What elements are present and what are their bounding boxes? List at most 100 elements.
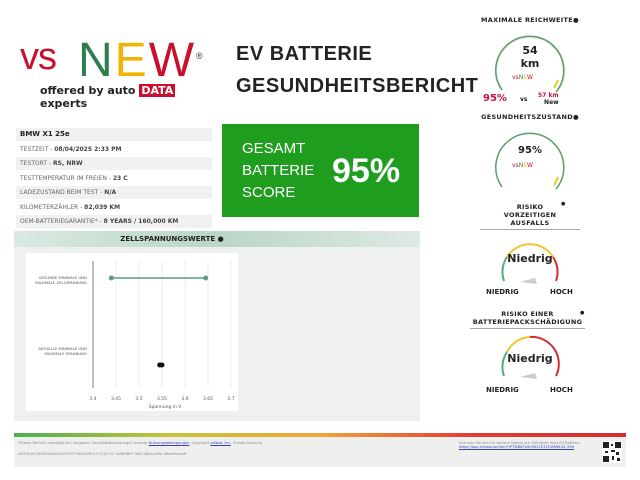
- logo-letter: E: [114, 34, 149, 87]
- risk-failure-gauge: [501, 243, 559, 284]
- info-icon[interactable]: ●: [561, 201, 566, 207]
- info-row: OEM-BATTERIEGARANTIE* - 8 YEARS / 160,00…: [16, 215, 212, 228]
- risk-pack-value: Niedrig: [507, 352, 553, 365]
- private-text: . Private Nutzung: [230, 441, 263, 445]
- title-line2: GESUNDHEITSBERICHT: [236, 75, 479, 97]
- title-line: RISIKO EINER: [501, 310, 554, 318]
- disclaimer-text: *Dieser Bericht unterliegt den Vorgaben …: [18, 441, 148, 445]
- disclaimer: *Dieser Bericht unterliegt den Vorgaben …: [18, 441, 262, 445]
- title-line: BATTERIEPACKSCHÄDIGUNG: [472, 318, 583, 326]
- tagline-pre: offered by auto: [40, 84, 136, 97]
- low-label: NIEDRIG: [486, 386, 519, 394]
- report-url[interactable]: https://app.vsnew.com/en/?!PT-BB67A90505…: [459, 445, 575, 449]
- title-line1: EV BATTERIE: [236, 43, 373, 65]
- mini-logo: vsNEW: [512, 162, 533, 169]
- risk-failure-value: Niedrig: [507, 252, 553, 265]
- info-label: TESTZEIT -: [20, 145, 55, 153]
- category-label: GESUNDE MINIMALE UND: [39, 275, 87, 280]
- score-label-line: GESAMT: [242, 140, 306, 157]
- cell-voltage-panel: ZELLSPANNUNGSWERTE ● 3.4 3.45 3.5 3.55 3.6 3.…: [14, 231, 420, 421]
- x-tick-label: 3.6: [181, 396, 188, 402]
- mini-logo: vsNEW: [512, 74, 533, 81]
- info-row: KILOMETERZÄHLER - 82,039 KM: [16, 201, 212, 214]
- score-label: GESAMT BATTERIE SCORE: [242, 138, 314, 204]
- risk-failure-title: RISIKO VORZEITIGEN AUSFALLS: [480, 203, 580, 230]
- info-label: TESTTEMPERATUR IM FREIEN -: [20, 174, 113, 182]
- info-icon[interactable]: ●: [572, 16, 579, 24]
- range-title-text: MAXIMALE REICHWEITE: [481, 16, 573, 24]
- needle-icon: [520, 278, 537, 284]
- x-tick-label: 3.65: [203, 396, 213, 402]
- info-icon[interactable]: ●: [580, 310, 585, 316]
- x-tick-label: 3.45: [111, 396, 121, 402]
- scan-text: Scannen Sie den für weitere Details zur …: [459, 441, 580, 445]
- overall-score-box: GESAMT BATTERIE SCORE 95%: [222, 124, 419, 217]
- info-label: TESTORT -: [20, 160, 54, 167]
- scan-block: Scannen Sie den für weitere Details zur …: [459, 441, 594, 449]
- chart-title-text: ZELLSPANNUNGSWERTE: [120, 235, 216, 243]
- new-range: 57 km New: [538, 92, 559, 106]
- range-gauge: [494, 35, 566, 93]
- tagline-post: experts: [40, 97, 88, 110]
- score-label-line: SCORE: [242, 184, 296, 201]
- risk-pack-gauge: [501, 335, 560, 379]
- copyright-text: . Copyright: [189, 441, 210, 445]
- info-value: 23 C: [112, 174, 128, 182]
- high-label: HOCH: [550, 288, 573, 296]
- new-range-label: New: [544, 99, 559, 106]
- logo-letter: N: [78, 34, 115, 87]
- x-tick-label: 3.4: [89, 396, 96, 402]
- info-value: 8 YEARS / 160,000 KM: [103, 218, 179, 225]
- vehicle-name: BMW X1 25e: [16, 128, 212, 141]
- terms-link[interactable]: Nutzungsbedingungen: [148, 441, 190, 445]
- needle-icon: [520, 373, 537, 379]
- info-label: OEM-BATTERIEGARANTIE* -: [20, 218, 104, 225]
- chart-plot: 3.4 3.45 3.5 3.55 3.6 3.65 3.7 Spannung in V GES…: [26, 253, 238, 411]
- logo-tagline: offered by auto DATA experts: [40, 84, 220, 110]
- range-unit: km: [520, 57, 540, 70]
- registered-mark: ®: [196, 51, 205, 61]
- new-range-value: 57 km: [538, 92, 559, 99]
- range-value: 54 km: [500, 44, 560, 70]
- health-title-text: GESUNDHEITSZUSTAND: [481, 113, 573, 121]
- report-id: #DF0D2C5348054604305707F7080E29E3-FC21E7…: [18, 452, 187, 456]
- logo-new: NEW®: [78, 32, 205, 85]
- title-line: AUSFALLS: [510, 219, 550, 227]
- info-icon[interactable]: ●: [217, 235, 224, 243]
- range-max-point: [203, 275, 209, 281]
- health-gauge: [495, 132, 565, 190]
- logo-vs: vs: [20, 36, 57, 78]
- vsnew-logo: vs NEW® offered by auto DATA experts: [20, 32, 220, 110]
- range-arc: [495, 35, 565, 93]
- score-value: 95%: [332, 152, 401, 190]
- info-row: TESTZEIT - 08/04/2025 2:33 PM: [16, 143, 212, 156]
- risk-pack-title: RISIKO EINER BATTERIEPACKSCHÄDIGUNG: [470, 310, 585, 329]
- info-label: LADEZUSTAND BEIM TEST -: [20, 189, 105, 196]
- info-value: 08/04/2025 2:33 PM: [54, 145, 122, 153]
- logo-letter: W: [148, 34, 196, 87]
- vehicle-info-table: BMW X1 25e TESTZEIT - 08/04/2025 2:33 PM…: [16, 128, 212, 230]
- range-number: 54: [522, 44, 538, 57]
- health-value: 95%: [518, 145, 542, 156]
- high-label: HOCH: [550, 386, 573, 394]
- page-title: EV BATTERIE GESUNDHEITSBERICHT: [236, 38, 478, 102]
- info-value: N/A: [104, 189, 117, 196]
- info-value: RS, NRW: [53, 160, 83, 167]
- health-title: GESUNDHEITSZUSTAND●: [470, 113, 590, 121]
- info-row: TESTORT - RS, NRW: [16, 157, 212, 170]
- x-tick-label: 3.7: [227, 396, 234, 402]
- chart-svg: 3.4 3.45 3.5 3.55 3.6 3.65 3.7 Spannung in V GES…: [35, 261, 235, 410]
- info-icon[interactable]: ●: [572, 113, 579, 121]
- category-label: MAXIMALE ZELLSPANNUNG: [35, 280, 87, 285]
- info-row: LADEZUSTAND BEIM TEST - N/A: [16, 186, 212, 199]
- gradient-bar: [14, 433, 626, 437]
- category-label: AKTUELLE MINIMALE UND: [38, 346, 87, 351]
- info-value: 82,039 KM: [84, 203, 121, 211]
- score-label-line: BATTERIE: [242, 162, 315, 179]
- qr-code-icon[interactable]: [602, 441, 622, 463]
- low-label: NIEDRIG: [486, 288, 519, 296]
- title-line: RISIKO: [516, 203, 544, 211]
- footer: *Dieser Bericht unterliegt den Vorgaben …: [14, 433, 626, 467]
- company-link[interactable]: vsNew, Inc.: [210, 441, 231, 445]
- tagline-box: DATA: [139, 84, 176, 97]
